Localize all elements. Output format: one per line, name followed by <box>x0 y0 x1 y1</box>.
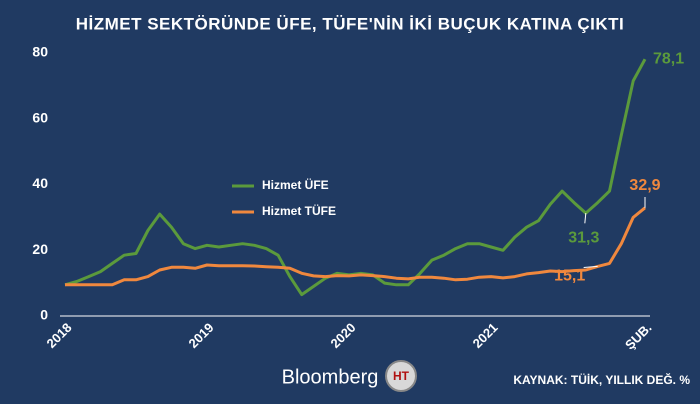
value-label: 31,3 <box>568 229 599 246</box>
logo <box>385 360 417 392</box>
value-label: 78,1 <box>653 50 684 67</box>
y-tick-label: 60 <box>32 109 48 125</box>
value-label: 15,1 <box>554 268 585 285</box>
legend-label: Hizmet ÜFE <box>262 177 329 192</box>
y-tick-label: 0 <box>40 307 48 323</box>
legend-label: Hizmet TÜFE <box>262 203 336 218</box>
series-line <box>65 206 646 287</box>
value-label: 32,9 <box>629 177 660 194</box>
y-tick-label: 20 <box>32 241 48 257</box>
source: KAYNAK: TÜİK, YILLIK DEĞ. % <box>513 372 690 387</box>
logo-text: HT <box>393 369 410 383</box>
leader-line <box>583 265 598 269</box>
chart-title: HİZMET SEKTÖRÜNDE ÜFE, TÜFE'NİN İKİ BUÇU… <box>76 14 625 33</box>
y-tick-label: 80 <box>32 44 48 60</box>
brand: Bloomberg <box>282 366 379 388</box>
y-tick-label: 40 <box>32 175 48 191</box>
leader-line <box>584 213 587 224</box>
